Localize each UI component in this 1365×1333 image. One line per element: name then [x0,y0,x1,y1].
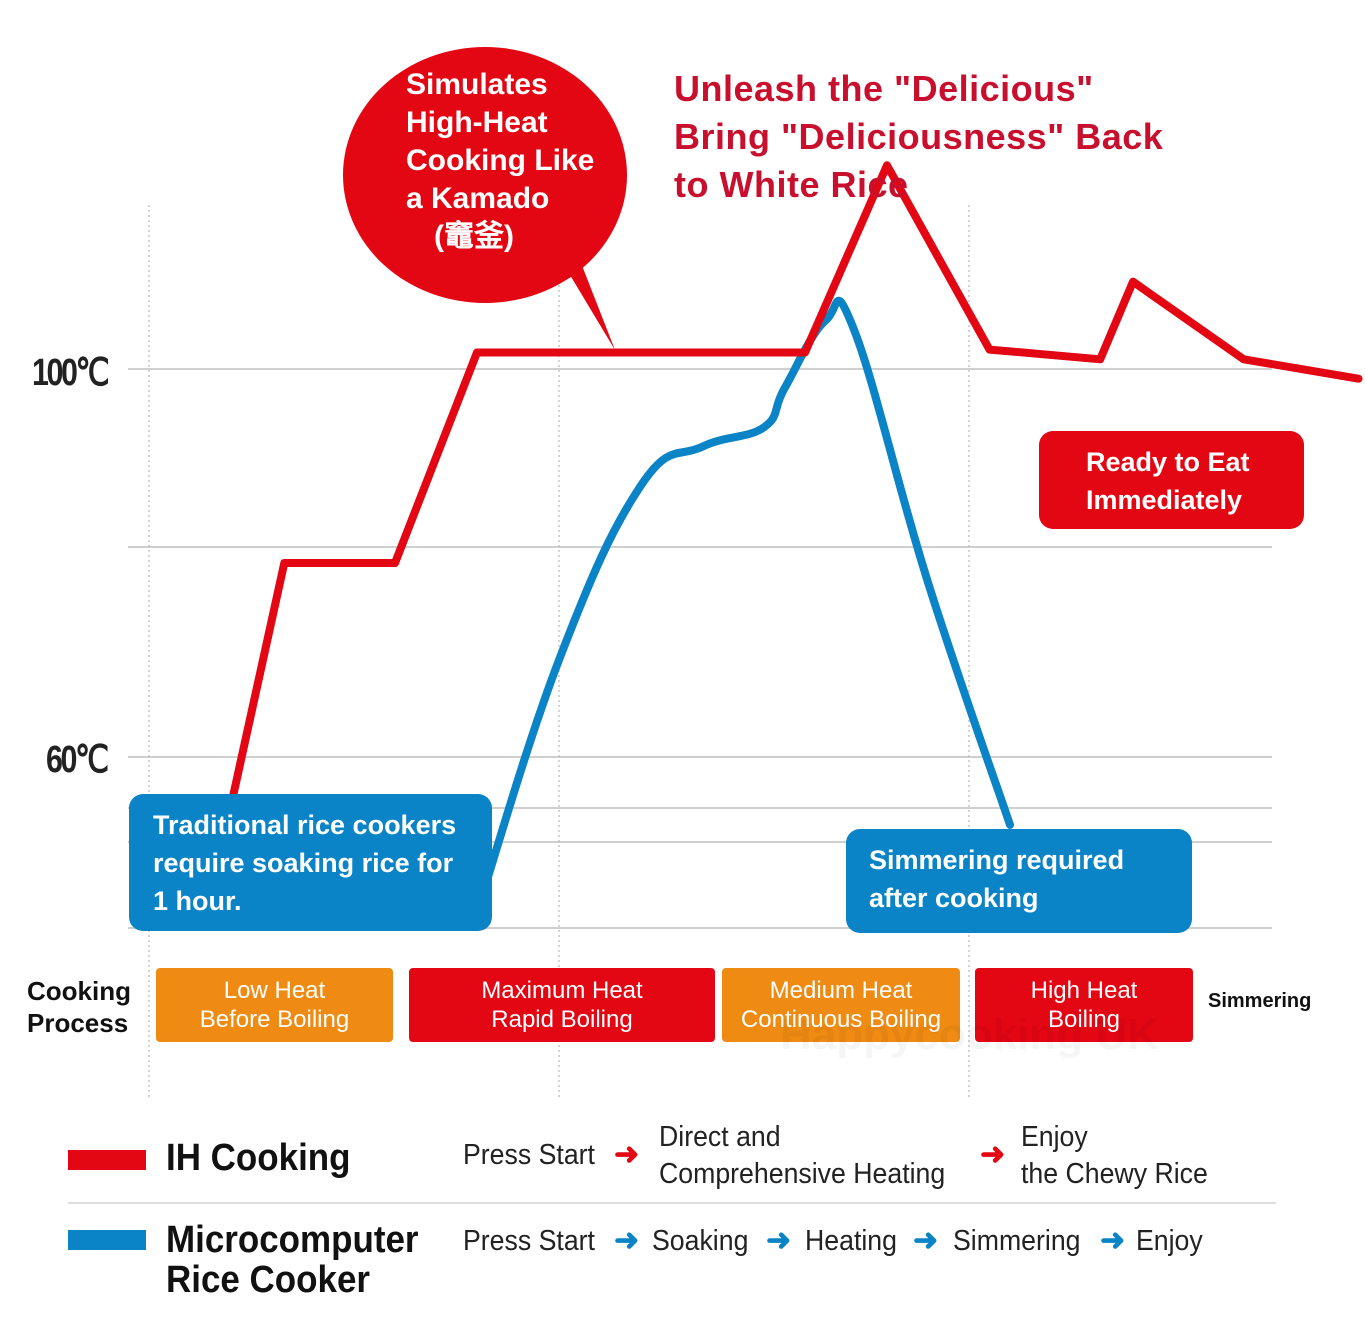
stage-line: Before Boiling [199,1006,350,1033]
stage-high-heat: High Heat Boiling [975,968,1193,1042]
callout-line: after cooking [869,883,1039,913]
simmer-callout: Simmering required after cooking [846,829,1192,933]
stage-line: Maximum Heat [481,977,643,1004]
red-arrow-icon: ➜ [614,1138,640,1171]
series-line-microcomputer [473,296,1014,917]
kamado-bubble [343,47,627,303]
chart-title-line-2: Bring "Deliciousness" Back [674,116,1164,157]
stage-low-heat: Low Heat Before Boiling [156,968,393,1042]
ih-step-enjoy: Enjoy [1021,1121,1088,1153]
process-label-line: Process [27,1008,129,1038]
ih-legend-name: IH Cooking [166,1137,351,1179]
stage-line: High Heat [1030,977,1138,1004]
micro-step-soaking: Soaking [652,1225,749,1257]
bubble-line: Simulates [406,68,548,101]
ih-step-press-start: Press Start [463,1139,595,1171]
stage-line: Rapid Boiling [491,1006,633,1033]
callout-line: Immediately [1086,485,1243,515]
callout-line: Simmering required [869,845,1125,875]
callout-line: Ready to Eat [1086,447,1250,477]
kamado-bubble-text: Simulates High-Heat Cooking Like a Kamad… [406,66,636,256]
callout-line: Traditional rice cookers [153,810,457,840]
chart-title-line-3: to White Rice [674,164,909,205]
stage-line: Boiling [1047,1006,1121,1033]
soak-callout: Traditional rice cookers require soaking… [129,794,492,931]
callout-line: 1 hour. [153,886,242,916]
stage-maximum-heat: Maximum Heat Rapid Boiling [409,968,715,1042]
stage-line: Continuous Boiling [740,1006,942,1033]
bubble-line: (竈釜) [434,220,514,253]
ih-step-heating: Comprehensive Heating [659,1158,946,1190]
stage-medium-heat: Medium Heat Continuous Boiling [722,968,960,1042]
micro-legend-name-line-1: Microcomputer [166,1219,419,1261]
stage-simmering: Simmering [1208,990,1312,1012]
bubble-line: High-Heat [406,106,548,139]
blue-arrow-icon: ➜ [766,1224,792,1257]
ih-step-chewy-rice: the Chewy Rice [1021,1158,1208,1190]
micro-step-press-start: Press Start [463,1225,595,1257]
micro-step-heating: Heating [805,1225,897,1257]
bubble-line: a Kamado [406,182,550,215]
cooking-process-label: Cooking Process [27,975,131,1039]
micro-step-simmering: Simmering [953,1225,1081,1257]
micro-legend-swatch [68,1230,146,1250]
ih-legend-swatch [68,1150,146,1170]
micro-legend-name-line-2: Rice Cooker [166,1259,371,1301]
ready-callout: Ready to Eat Immediately [1039,431,1304,529]
micro-step-enjoy: Enjoy [1136,1225,1203,1257]
y-tick-label-100: 100℃ [32,352,110,394]
grid [128,205,1272,1098]
y-tick-label-60: 60℃ [46,739,109,781]
blue-arrow-icon: ➜ [1100,1224,1126,1257]
legend-divider [68,1202,1276,1204]
series-line-ih-cooking [227,161,1363,810]
stage-line: Low Heat [223,977,326,1004]
ih-step-direct: Direct and [659,1121,781,1153]
stage-line: Medium Heat [769,977,913,1004]
callout-line: require soaking rice for [153,848,454,878]
blue-arrow-icon: ➜ [614,1224,640,1257]
watermark: Happycooking UK [780,1010,1159,1060]
bubble-line: Cooking Like [406,144,595,177]
chart-title-line-1: Unleash the "Delicious" [674,68,1094,109]
blue-arrow-icon: ➜ [913,1224,939,1257]
red-arrow-icon: ➜ [980,1138,1006,1171]
process-label-line: Cooking [27,976,131,1006]
